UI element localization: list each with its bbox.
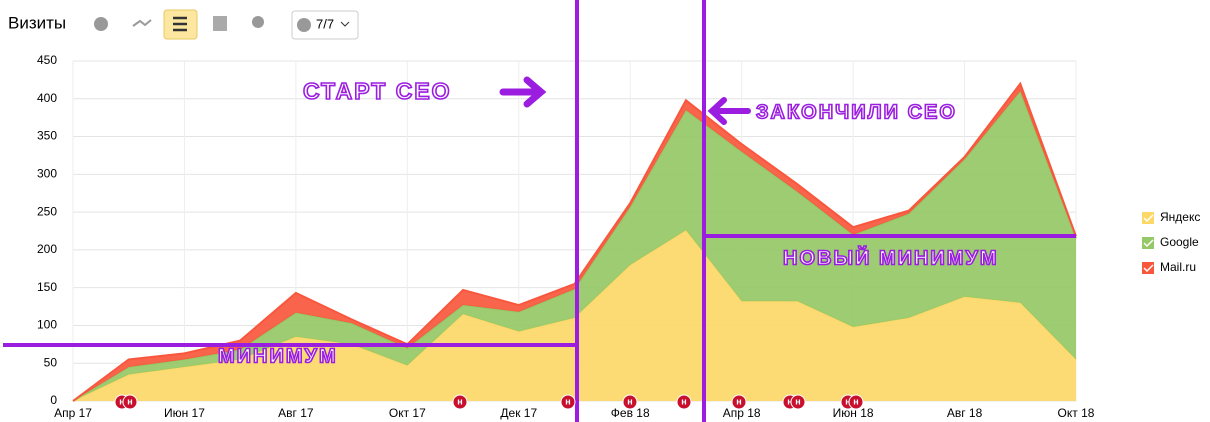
y-tick-label: 200 (37, 242, 57, 256)
event-marker-label: н (627, 396, 632, 406)
chart-title: Визиты (8, 13, 66, 32)
event-marker[interactable] (848, 394, 864, 410)
event-marker[interactable] (122, 394, 138, 410)
legend: Яндекс Google Mail.ru (1142, 210, 1200, 274)
pie-icon[interactable] (94, 17, 108, 31)
y-tick-label: 350 (37, 129, 57, 143)
bar-icon[interactable] (213, 16, 227, 31)
area-icon-lines (173, 16, 187, 32)
legend-check (1143, 264, 1154, 273)
event-marker[interactable] (676, 394, 692, 410)
legend-check (1143, 239, 1154, 248)
event-marker-label: н (845, 396, 850, 406)
x-tick-label: Июн 18 (833, 406, 874, 420)
event-marker[interactable] (452, 394, 468, 410)
annotation: ЗАКОНЧИЛИ СЕО (756, 101, 957, 123)
event-marker[interactable] (731, 394, 747, 410)
y-tick-label: 300 (37, 167, 57, 181)
y-tick-label: 50 (44, 355, 58, 369)
x-tick-label: Окт 17 (389, 406, 426, 420)
legend-label: Google (1160, 235, 1199, 249)
y-tick-label: 150 (37, 280, 57, 294)
event-marker[interactable] (622, 394, 638, 410)
event-marker-label: н (119, 396, 124, 406)
x-tick-label: Дек 17 (500, 406, 537, 420)
legend-check (1143, 214, 1154, 223)
legend-swatch[interactable] (1142, 237, 1154, 249)
area (73, 91, 1076, 401)
annotation: СТАРТ СЕО (303, 78, 452, 104)
event-marker-label: н (795, 396, 800, 406)
legend-label: Яндекс (1160, 210, 1200, 224)
line-icon[interactable] (132, 19, 152, 27)
annotation: МИНИМУМ (218, 345, 338, 367)
dropdown-arrow (340, 21, 350, 27)
event-marker[interactable] (560, 394, 576, 410)
annotations: СТАРТ СЕО ЗАКОНЧИЛИ СЕО НОВЫЙ МИНИМУМ МИ… (3, 0, 1076, 422)
event-marker-label: н (565, 396, 570, 406)
arrow (499, 76, 547, 108)
arrow (707, 97, 751, 125)
event-marker-label: н (787, 396, 792, 406)
y-tick-label: 100 (37, 318, 57, 332)
event-marker-label: н (736, 396, 741, 406)
annotation: НОВЫЙ МИНИМУМ (783, 245, 999, 269)
area-line (72, 81, 1077, 402)
event-marker-label: н (681, 396, 686, 406)
y-tick-label: 250 (37, 204, 57, 218)
map-icon[interactable] (252, 16, 264, 28)
dropdown[interactable] (291, 10, 359, 40)
area (73, 230, 1076, 401)
legend-swatch[interactable] (1142, 212, 1154, 224)
y-tick-label: 0 (50, 393, 57, 407)
y-tick-label: 400 (37, 91, 57, 105)
toolbar (94, 9, 359, 40)
x-tick-label: Окт 18 (1058, 406, 1095, 420)
x-tick-label: Апр 17 (54, 406, 92, 420)
x-tick-label: Фев 18 (611, 406, 650, 420)
x-tick-label: Авг 18 (947, 406, 983, 420)
dropdown-label: 7/7 (316, 16, 334, 31)
event-marker[interactable] (790, 394, 806, 410)
x-tick-label: Июн 17 (164, 406, 205, 420)
event-marker-label: н (127, 396, 132, 406)
x-tick-label: Апр 18 (723, 406, 761, 420)
dropdown-icon (297, 18, 311, 32)
legend-swatch[interactable] (1142, 262, 1154, 274)
x-tick-label: Авг 17 (278, 406, 314, 420)
legend-label: Mail.ru (1160, 260, 1196, 274)
y-tick-label: 450 (37, 53, 57, 67)
event-marker-label: н (457, 396, 462, 406)
event-marker-label: н (853, 396, 858, 406)
